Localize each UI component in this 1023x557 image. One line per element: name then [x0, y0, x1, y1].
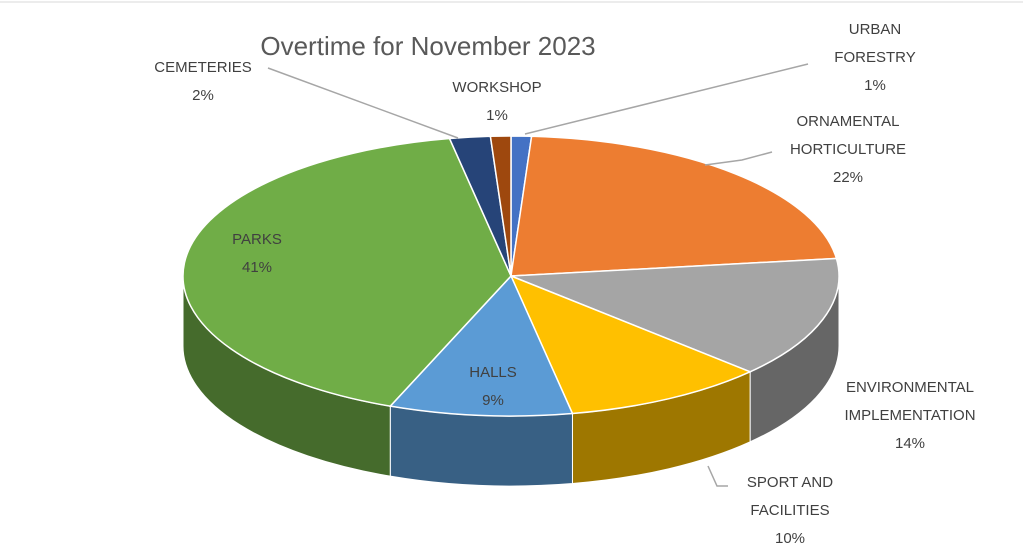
pie-slice: [510, 135, 838, 277]
chart-title: Overtime for November 2023: [260, 31, 595, 61]
category-label: HALLS: [469, 364, 517, 381]
leader-line: [704, 151, 773, 166]
percent-label: 1%: [864, 77, 886, 94]
category-label: URBAN FORESTRY: [834, 21, 915, 66]
pie-tops: [182, 135, 840, 417]
pie-slice: [182, 137, 512, 407]
percent-label: 14%: [895, 435, 925, 452]
pie-side: [389, 405, 573, 487]
category-label: CEMETERIES: [154, 59, 252, 76]
percent-label: 22%: [833, 169, 863, 186]
leader-line: [707, 465, 728, 487]
leader-line: [267, 67, 459, 139]
category-label: PARKS: [232, 231, 282, 248]
pie-sides: [182, 275, 840, 487]
percent-label: 41%: [242, 259, 272, 276]
percent-label: 10%: [775, 530, 805, 547]
leader-line: [524, 63, 809, 135]
percent-label: 2%: [192, 87, 214, 104]
category-label: ORNAMENTAL HORTICULTURE: [790, 113, 906, 158]
data-labels: URBAN FORESTRY 1% ORNAMENTAL HORTICULTURE 22%…: [154, 21, 975, 547]
pie-slice: [388, 274, 574, 417]
leader-lines: [267, 63, 809, 487]
category-label: WORKSHOP: [452, 79, 541, 96]
percent-label: 9%: [482, 392, 504, 409]
category-label: SPORT AND FACILITIES: [747, 474, 833, 519]
category-label: ENVIRONMENTAL IMPLEMENTATION: [844, 379, 975, 424]
pie-slice: [510, 257, 840, 373]
pie-slice: [489, 135, 512, 277]
percent-label: 1%: [486, 107, 508, 124]
pie-slice: [509, 274, 753, 415]
